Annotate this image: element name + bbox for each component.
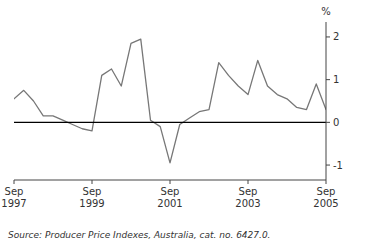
zero-line — [14, 122, 326, 123]
y-tick-label: -1 — [333, 160, 343, 171]
chart: -1 0 1 2 Sep1997 Sep1999 Sep2001 Sep2003 Sep2005… — [0, 0, 374, 246]
x-tick-label: Sep1999 — [79, 186, 104, 209]
y-axis-label: % — [321, 6, 331, 17]
x-tick — [170, 180, 171, 184]
x-tick — [92, 180, 93, 184]
y-axis-line — [326, 22, 327, 180]
y-tick — [326, 79, 330, 80]
x-tick — [326, 180, 327, 184]
x-tick-label: Sep2003 — [235, 186, 260, 209]
y-tick — [326, 122, 330, 123]
x-tick-label: Sep2001 — [157, 186, 182, 209]
y-tick-label: 2 — [333, 31, 339, 42]
x-tick — [248, 180, 249, 184]
x-tick-label: Sep1997 — [1, 186, 26, 209]
source-note: Source: Producer Price Indexes, Australi… — [8, 230, 271, 240]
data-line — [14, 39, 326, 163]
x-tick-label: Sep2005 — [313, 186, 338, 209]
y-tick-label: 0 — [333, 117, 339, 128]
y-tick — [326, 36, 330, 37]
y-tick-label: 1 — [333, 74, 339, 85]
x-tick — [14, 180, 15, 184]
y-tick — [326, 165, 330, 166]
plot-area — [14, 39, 326, 163]
